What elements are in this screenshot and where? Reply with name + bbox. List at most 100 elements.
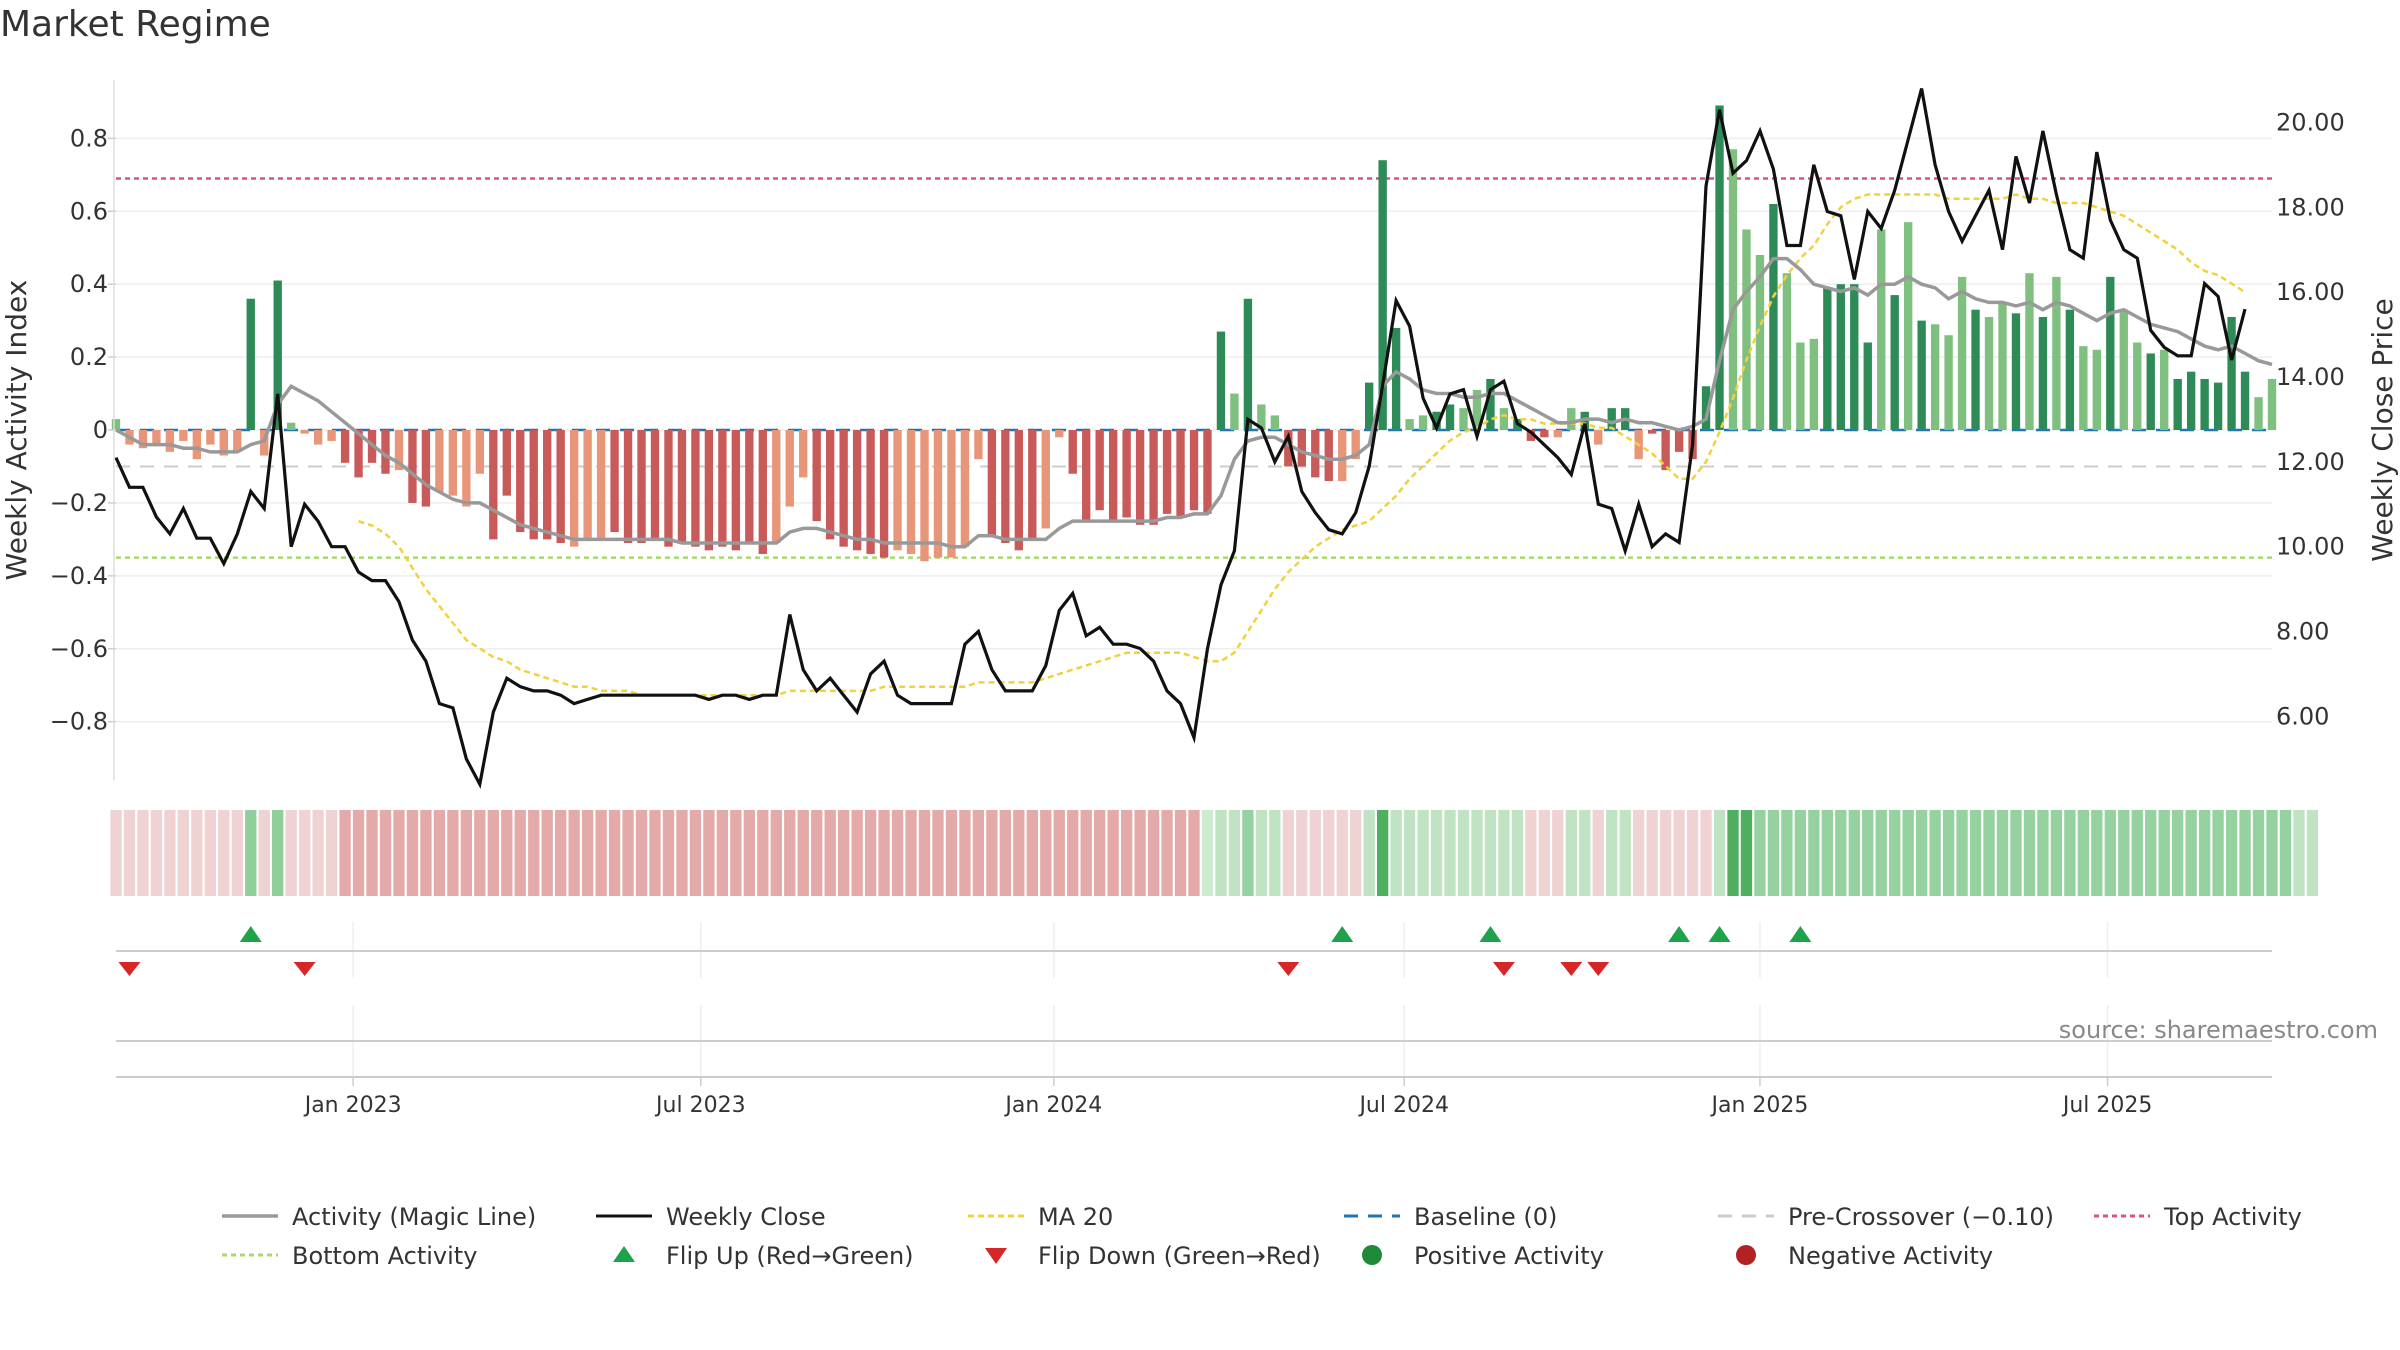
flip-down-marker — [1492, 962, 1515, 976]
legend: Activity (Magic Line) Weekly Close MA 20 Ba… — [222, 1203, 2302, 1270]
legend-label: Flip Down (Green→Red) — [1038, 1242, 1321, 1270]
activity-bar — [1068, 430, 1077, 474]
activity-bar — [502, 430, 511, 496]
activity-bar — [2160, 349, 2169, 430]
activity-bar — [2119, 309, 2128, 430]
regime-cell — [568, 810, 580, 896]
regime-cell — [1862, 810, 1874, 896]
regime-cell — [1013, 810, 1025, 896]
activity-bar — [327, 430, 336, 441]
activity-bar — [1930, 324, 1940, 430]
regime-cell — [1525, 810, 1537, 896]
regime-cell — [366, 810, 378, 896]
activity-bar — [1432, 411, 1441, 430]
regime-cell — [1713, 810, 1726, 896]
activity-bar — [435, 430, 444, 492]
flip-up-marker — [1668, 926, 1691, 942]
regime-cell — [837, 810, 850, 896]
regime-cell — [905, 810, 917, 896]
regime-cell — [2279, 810, 2292, 896]
regime-cell — [811, 810, 823, 896]
activity-bar — [273, 280, 282, 430]
activity-bar — [1890, 295, 1899, 430]
regime-cell — [1821, 810, 1833, 896]
y2-axis-label: Weekly Close Price — [2366, 298, 2399, 561]
activity-bar — [974, 430, 983, 460]
regime-cell — [204, 810, 216, 896]
regime-cell — [1080, 810, 1092, 896]
axes: −0.8 −0.6 −0.4 −0.2 0 0.2 0.4 0.6 0.8 6.00 8.00 10.… — [50, 80, 2345, 780]
regime-cell — [1403, 810, 1416, 896]
regime-cell — [191, 810, 203, 896]
x-tick-label: Jan 2023 — [303, 1093, 402, 1118]
activity-bar — [475, 430, 485, 474]
activity-bar — [1122, 430, 1131, 518]
regime-cell — [1026, 810, 1038, 896]
y-tick-label: −0.2 — [50, 489, 108, 517]
legend-label: Activity (Magic Line) — [292, 1203, 536, 1231]
activity-bar — [1701, 386, 1711, 430]
regime-cell — [2158, 810, 2170, 896]
activity-bar — [138, 430, 148, 449]
activity-bar — [731, 430, 741, 551]
source-label: source: sharemaestro.com — [2059, 1016, 2378, 1044]
activity-bar — [1378, 160, 1387, 431]
y-tick-label: −0.4 — [50, 562, 108, 590]
regime-cell — [1161, 810, 1173, 896]
activity-bar — [1082, 430, 1091, 522]
activity-bar — [179, 430, 188, 441]
regime-cell — [1929, 810, 1941, 896]
regime-cell — [420, 810, 432, 896]
y2-tick-label: 16.00 — [2276, 278, 2345, 306]
regime-cell — [1915, 810, 1928, 896]
y-tick-label: 0.4 — [70, 270, 108, 298]
activity-bar — [1203, 430, 1212, 514]
weekly-close-line — [114, 88, 2247, 789]
activity-bar — [2106, 276, 2115, 430]
activity-bar — [745, 430, 754, 544]
activity-bar — [152, 430, 161, 445]
activity-bar — [1230, 393, 1239, 430]
activity-bar — [1486, 378, 1495, 430]
regime-cell — [1363, 810, 1375, 896]
regime-cell — [487, 810, 499, 896]
activity-bar — [1984, 316, 1994, 430]
regime-cell — [1336, 810, 1348, 896]
regime-cell — [298, 810, 311, 896]
activity-bar — [246, 298, 255, 430]
regime-cell — [2225, 810, 2238, 896]
legend-label: MA 20 — [1038, 1203, 1113, 1231]
activity-bar — [758, 430, 767, 554]
activity-bar — [583, 430, 592, 540]
y2-tick-label: 6.00 — [2276, 702, 2329, 730]
regime-cell — [1242, 810, 1254, 896]
regime-cell — [2185, 810, 2197, 896]
regime-cell — [1296, 810, 1308, 896]
activity-bar — [2133, 342, 2142, 430]
regime-cell — [824, 810, 836, 896]
activity-bar — [2254, 397, 2263, 430]
activity-bar — [1257, 404, 1266, 430]
activity-bar — [1647, 430, 1657, 434]
regime-cell — [1646, 810, 1658, 896]
regime-cell — [1983, 810, 1995, 896]
activity-bar — [1055, 430, 1064, 438]
activity-bar — [408, 430, 417, 503]
activity-bar — [1917, 320, 1926, 430]
activity-bar — [825, 430, 835, 540]
activity-bar — [2079, 346, 2088, 430]
activity-bar — [637, 430, 646, 544]
regime-cell — [689, 810, 702, 896]
activity-bar — [1149, 430, 1158, 525]
activity-bar — [1863, 342, 1872, 430]
regime-cell — [784, 810, 796, 896]
regime-cell — [1053, 810, 1065, 896]
regime-cell — [433, 810, 446, 896]
activity-bar — [1338, 430, 1347, 482]
activity-bar — [1297, 430, 1306, 467]
activity-bar — [1270, 415, 1280, 430]
activity-bar — [2025, 273, 2034, 430]
activity-bar — [1162, 430, 1172, 514]
activity-bars — [111, 105, 2277, 562]
regime-cell — [703, 810, 715, 896]
